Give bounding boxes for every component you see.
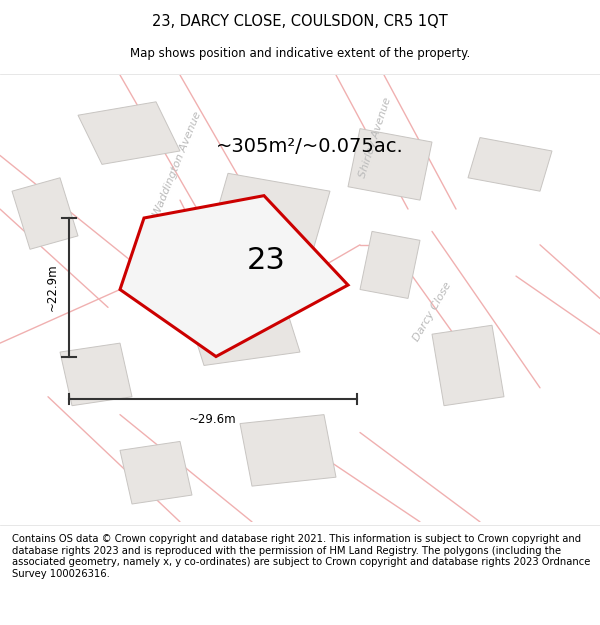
Polygon shape xyxy=(348,129,432,200)
Polygon shape xyxy=(120,196,348,356)
Polygon shape xyxy=(180,276,300,366)
Text: Shirley Avenue: Shirley Avenue xyxy=(357,96,393,179)
Text: 23: 23 xyxy=(247,246,286,274)
Text: 23, DARCY CLOSE, COULSDON, CR5 1QT: 23, DARCY CLOSE, COULSDON, CR5 1QT xyxy=(152,14,448,29)
Text: ~305m²/~0.075ac.: ~305m²/~0.075ac. xyxy=(216,137,404,156)
Text: ~22.9m: ~22.9m xyxy=(46,264,59,311)
Polygon shape xyxy=(210,173,330,254)
Polygon shape xyxy=(60,343,132,406)
Polygon shape xyxy=(78,102,180,164)
Text: Waddington Avenue: Waddington Avenue xyxy=(151,111,203,218)
Text: Contains OS data © Crown copyright and database right 2021. This information is : Contains OS data © Crown copyright and d… xyxy=(12,534,590,579)
Text: Darcy Close: Darcy Close xyxy=(411,281,453,343)
Polygon shape xyxy=(360,231,420,298)
Polygon shape xyxy=(240,414,336,486)
Text: Map shows position and indicative extent of the property.: Map shows position and indicative extent… xyxy=(130,48,470,61)
Polygon shape xyxy=(468,138,552,191)
Polygon shape xyxy=(432,325,504,406)
Polygon shape xyxy=(12,177,78,249)
Text: ~29.6m: ~29.6m xyxy=(189,412,237,426)
Polygon shape xyxy=(120,441,192,504)
